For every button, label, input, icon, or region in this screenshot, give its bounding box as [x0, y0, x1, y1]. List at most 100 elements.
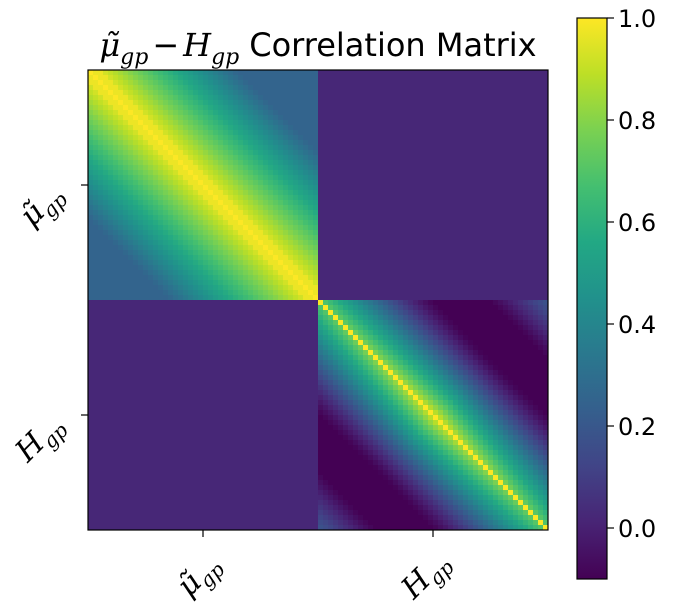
heatmap-cell: [523, 335, 529, 341]
heatmap-cell: [273, 175, 279, 181]
heatmap-cell: [118, 135, 124, 141]
heatmap-cell: [308, 155, 314, 161]
heatmap-cell: [473, 335, 479, 341]
heatmap-cell: [88, 100, 94, 106]
heatmap-cell: [388, 210, 394, 216]
heatmap-cell: [193, 255, 199, 261]
heatmap-cell: [258, 160, 264, 166]
heatmap-cell: [273, 95, 279, 101]
heatmap-cell: [503, 280, 509, 286]
heatmap-cell: [213, 145, 219, 151]
heatmap-cell: [278, 220, 284, 226]
heatmap-cell: [418, 80, 424, 86]
heatmap-cell: [518, 155, 524, 161]
heatmap-cell: [273, 255, 279, 261]
heatmap-cell: [263, 130, 269, 136]
heatmap-cell: [158, 135, 164, 141]
heatmap-cell: [98, 255, 104, 261]
heatmap-cell: [263, 125, 269, 131]
heatmap-cell: [328, 170, 334, 176]
heatmap-cell: [103, 160, 109, 166]
heatmap-cell: [478, 230, 484, 236]
heatmap-cell: [358, 130, 364, 136]
heatmap-cell: [193, 70, 199, 76]
heatmap-cell: [358, 220, 364, 226]
heatmap-cell: [173, 225, 179, 231]
heatmap-cell: [253, 315, 259, 321]
heatmap-cell: [148, 70, 154, 76]
heatmap-cell: [283, 150, 289, 156]
heatmap-cell: [168, 275, 174, 281]
heatmap-cell: [333, 320, 339, 326]
heatmap-cell: [428, 285, 434, 291]
heatmap-cell: [503, 155, 509, 161]
heatmap-cell: [333, 140, 339, 146]
heatmap-cell: [383, 205, 389, 211]
heatmap-cell: [403, 145, 409, 151]
heatmap-cell: [198, 330, 204, 336]
heatmap-cell: [458, 240, 464, 246]
heatmap-cell: [533, 90, 539, 96]
heatmap-cell: [313, 225, 319, 231]
heatmap-cell: [298, 95, 304, 101]
heatmap-cell: [173, 200, 179, 206]
heatmap-cell: [178, 120, 184, 126]
heatmap-cell: [143, 315, 149, 321]
heatmap-cell: [318, 90, 324, 96]
heatmap-cell: [448, 170, 454, 176]
heatmap-cell: [453, 85, 459, 91]
heatmap-cell: [248, 225, 254, 231]
heatmap-cell: [498, 280, 504, 286]
heatmap-cell: [208, 335, 214, 341]
heatmap-cell: [128, 290, 134, 296]
heatmap-cell: [333, 330, 339, 336]
heatmap-cell: [268, 105, 274, 111]
heatmap-cell: [493, 245, 499, 251]
heatmap-cell: [438, 230, 444, 236]
heatmap-cell: [533, 245, 539, 251]
heatmap-cell: [103, 85, 109, 91]
heatmap-cell: [533, 115, 539, 121]
heatmap-cell: [443, 160, 449, 166]
heatmap-cell: [213, 305, 219, 311]
heatmap-cell: [428, 165, 434, 171]
heatmap-cell: [168, 145, 174, 151]
heatmap-cell: [258, 100, 264, 106]
heatmap-cell: [248, 285, 254, 291]
heatmap-cell: [443, 260, 449, 266]
heatmap-cell: [323, 310, 329, 316]
heatmap-cell: [408, 70, 414, 76]
heatmap-cell: [523, 85, 529, 91]
heatmap-cell: [183, 320, 189, 326]
heatmap-cell: [138, 75, 144, 81]
heatmap-cell: [103, 275, 109, 281]
heatmap-cell: [108, 240, 114, 246]
heatmap-cell: [123, 150, 129, 156]
heatmap-cell: [153, 120, 159, 126]
heatmap-cell: [218, 120, 224, 126]
heatmap-cell: [103, 310, 109, 316]
heatmap-cell: [483, 120, 489, 126]
heatmap-cell: [443, 205, 449, 211]
heatmap-cell: [398, 160, 404, 166]
heatmap-cell: [128, 215, 134, 221]
heatmap-cell: [468, 325, 474, 331]
heatmap-cell: [483, 75, 489, 81]
heatmap-cell: [393, 275, 399, 281]
heatmap-cell: [403, 140, 409, 146]
heatmap-cell: [498, 325, 504, 331]
heatmap-cell: [428, 320, 434, 326]
heatmap-cell: [248, 265, 254, 271]
heatmap-cell: [488, 145, 494, 151]
heatmap-cell: [438, 185, 444, 191]
heatmap-cell: [448, 190, 454, 196]
heatmap-cell: [138, 300, 144, 306]
heatmap-cell: [288, 175, 294, 181]
heatmap-cell: [223, 125, 229, 131]
heatmap-cell: [358, 125, 364, 131]
heatmap-cell: [253, 320, 259, 326]
heatmap-cell: [478, 100, 484, 106]
heatmap-cell: [103, 265, 109, 271]
heatmap-cell: [298, 320, 304, 326]
heatmap-cell: [343, 310, 349, 316]
